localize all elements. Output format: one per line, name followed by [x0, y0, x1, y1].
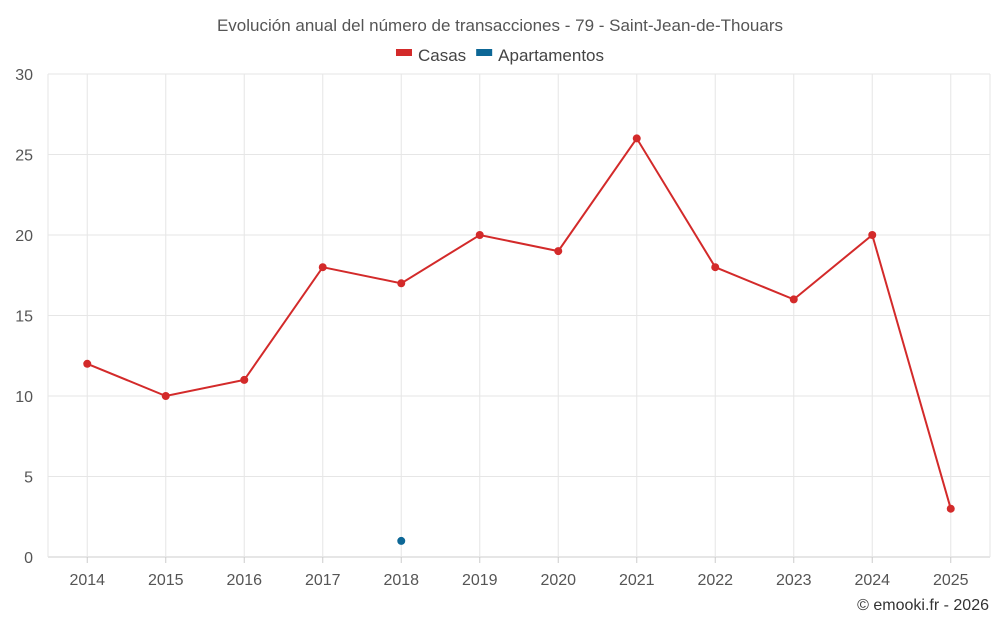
series-line: [86, 136, 952, 509]
legend: Casas Apartamentos: [395, 46, 604, 65]
y-tick-label: 15: [15, 309, 33, 326]
legend-label: Casas: [418, 46, 466, 65]
data-point: [789, 295, 798, 304]
x-tick-label: 2015: [148, 572, 184, 589]
x-tick-label: 2021: [619, 572, 655, 589]
y-tick-label: 10: [15, 389, 33, 406]
x-tick-label: 2019: [462, 572, 498, 589]
x-tick-label: 2020: [540, 572, 576, 589]
y-tick-label: 20: [15, 228, 33, 245]
legend-item-apartamentos: Apartamentos: [476, 46, 604, 65]
data-point: [161, 392, 170, 400]
series-casas: [83, 134, 955, 513]
x-tick-label: 2018: [383, 572, 419, 589]
x-axis-ticks: 2014 2015 2016 2017 2018 2019 2020 2021 2022 2023…: [69, 557, 969, 589]
data-point: [83, 359, 92, 368]
data-point: [318, 263, 327, 272]
x-tick-label: 2024: [854, 572, 890, 589]
y-tick-label: 30: [15, 67, 33, 84]
chart-title: Evolución anual del número de transaccio…: [217, 16, 783, 35]
credit-text: © emooki.fr - 2026: [857, 597, 989, 614]
data-point: [868, 231, 877, 239]
legend-swatch: [395, 49, 412, 56]
series-layer: [83, 134, 955, 545]
data-point: [397, 279, 406, 288]
legend-label: Apartamentos: [498, 46, 604, 65]
legend-item-casas: Casas: [395, 46, 466, 65]
series-apartamentos: [397, 536, 406, 545]
data-point: [946, 504, 955, 513]
data-point: [475, 231, 484, 239]
data-point: [554, 247, 563, 256]
data-point: [711, 263, 720, 272]
legend-swatch: [476, 49, 493, 56]
x-tick-label: 2014: [69, 572, 105, 589]
x-tick-label: 2025: [933, 572, 969, 589]
grid-lines: [47, 73, 991, 558]
data-point: [240, 375, 249, 384]
data-point: [632, 134, 641, 143]
x-tick-label: 2023: [776, 572, 812, 589]
x-tick-label: 2017: [305, 572, 341, 589]
y-axis-ticks: 0 5 10 15 20 25 30: [15, 67, 33, 567]
y-tick-label: 25: [15, 148, 33, 165]
x-tick-label: 2016: [226, 572, 262, 589]
y-tick-label: 5: [24, 470, 33, 487]
y-tick-label: 0: [24, 550, 33, 567]
data-point: [397, 536, 406, 545]
x-tick-label: 2022: [697, 572, 733, 589]
